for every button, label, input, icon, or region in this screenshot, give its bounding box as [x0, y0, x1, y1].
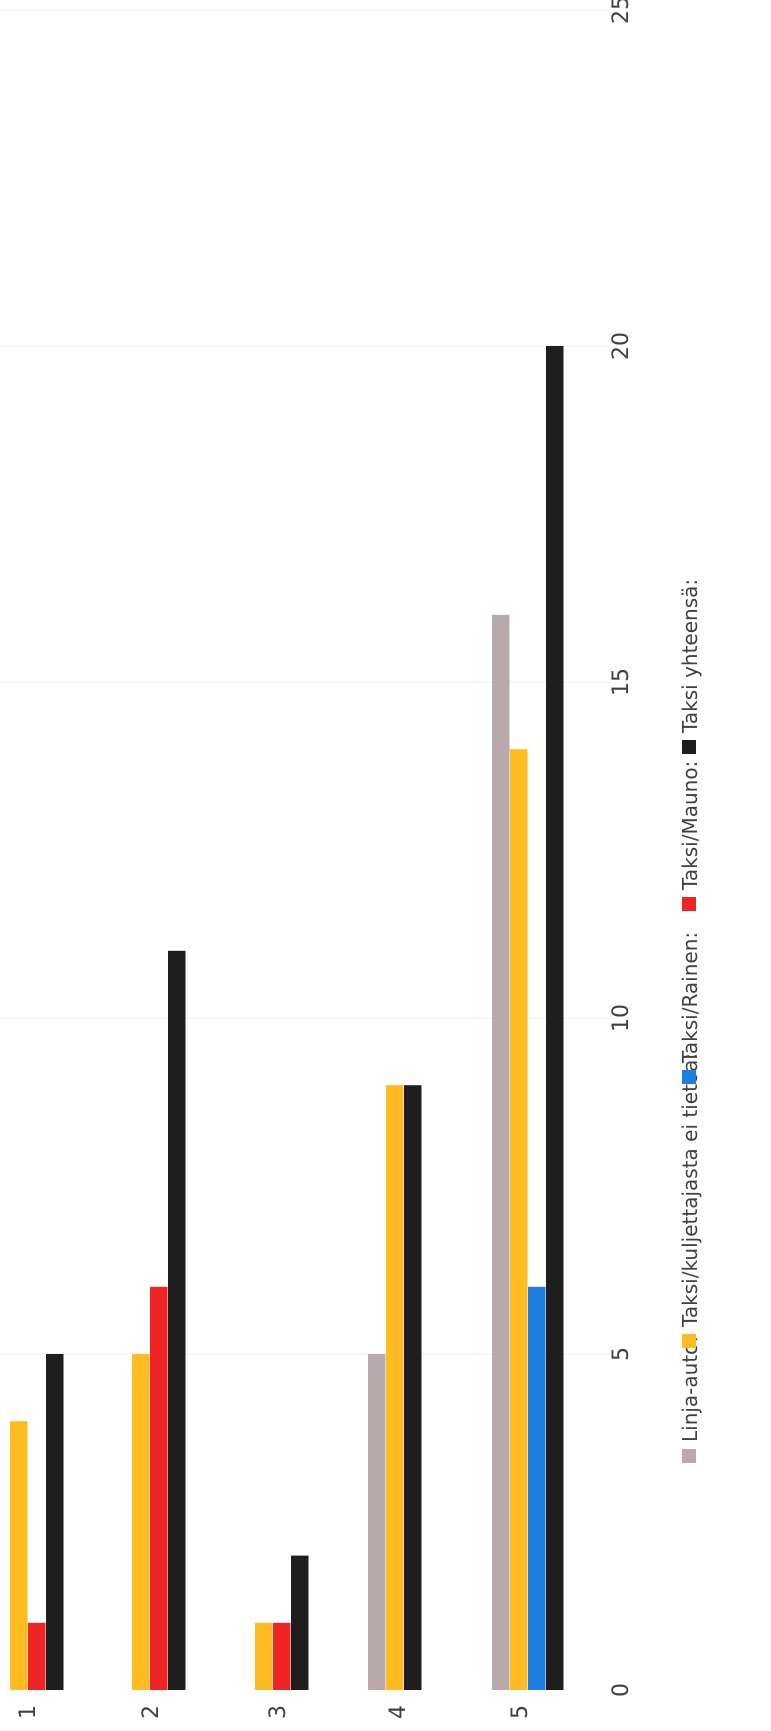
legend-swatch — [682, 1070, 696, 1084]
category-label: 1 — [16, 1705, 41, 1719]
bar-5-5 — [546, 346, 564, 1690]
bar-5-3 — [528, 1286, 546, 1690]
bar-1-4 — [28, 1622, 46, 1690]
x-tick-label: 5 — [609, 1347, 634, 1361]
bar-2-2 — [132, 1354, 150, 1690]
legend-label: Taksi/Rainen: — [678, 932, 702, 1064]
legend-swatch — [682, 897, 696, 911]
x-tick-label: 0 — [609, 1683, 634, 1697]
legend-label: Taksi/kuljettajasta ei tietoa: — [678, 1053, 702, 1328]
bar-3-5 — [291, 1555, 309, 1690]
legend-label: Taksi/Mauno: — [678, 761, 702, 891]
bar-4-1 — [368, 1354, 386, 1690]
category-label: 2 — [139, 1705, 164, 1719]
bar-2-5 — [168, 950, 186, 1690]
bar-4-5 — [404, 1085, 422, 1690]
bar-3-2 — [255, 1622, 273, 1690]
x-tick-label: 15 — [609, 668, 634, 696]
category-labels: 1 2 3 4 5 — [16, 1705, 533, 1719]
x-tick-label: 25 — [609, 0, 634, 24]
legend-swatch — [682, 740, 696, 754]
bar-3-4 — [273, 1622, 291, 1690]
x-tick-labels: 0 5 10 15 20 25 — [609, 0, 634, 1697]
legend-swatch — [682, 1449, 696, 1463]
legend: Linja-auto: Taksi/kuljettajasta ei tietoa… — [678, 579, 702, 1463]
bar-1-2 — [10, 1421, 28, 1690]
bars — [10, 346, 564, 1690]
legend-label: Linja-auto: — [678, 1336, 702, 1442]
legend-swatch — [682, 1334, 696, 1348]
legend-label: Taksi yhteensä: — [678, 579, 702, 734]
category-label: 4 — [386, 1705, 411, 1719]
bar-1-5 — [46, 1354, 64, 1690]
category-label: 3 — [266, 1705, 291, 1719]
bar-5-1 — [492, 614, 510, 1690]
bar-5-2 — [510, 749, 528, 1690]
bar-2-4 — [150, 1286, 168, 1690]
x-tick-label: 10 — [609, 1004, 634, 1032]
x-tick-label: 20 — [609, 332, 634, 360]
category-label: 5 — [508, 1705, 533, 1719]
bar-4-2 — [386, 1085, 404, 1690]
